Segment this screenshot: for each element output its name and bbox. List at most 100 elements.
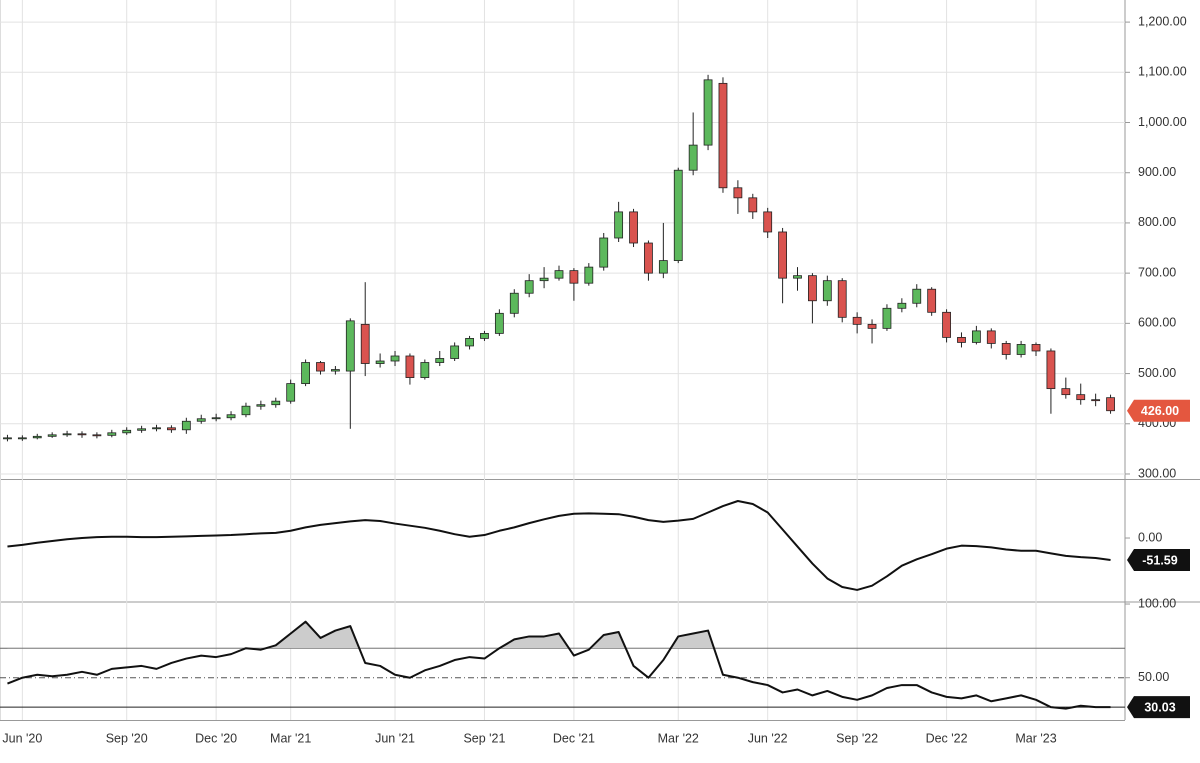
x-tick-label: Sep '21 — [463, 731, 505, 745]
y-tick-label: 700.00 — [1138, 265, 1176, 279]
candle-body — [32, 435, 42, 439]
x-tick-label: Jun '20 — [2, 731, 42, 745]
candle-body — [867, 323, 877, 329]
candle-body — [17, 437, 27, 440]
candle-body — [688, 144, 698, 171]
candle-body — [465, 338, 474, 347]
candle-body — [718, 82, 728, 189]
x-tick-label: Jun '22 — [748, 731, 788, 745]
candle-body — [1061, 388, 1071, 396]
candle-body — [763, 211, 773, 233]
y-tick-label: 1,200.00 — [1138, 14, 1187, 28]
candle-body — [1016, 344, 1026, 355]
last-value-label: -51.59 — [1142, 553, 1177, 567]
candle-body — [92, 434, 102, 437]
candle-body — [330, 369, 340, 372]
candle-body — [316, 362, 325, 372]
candle-body — [703, 79, 713, 146]
candle-body — [539, 277, 549, 282]
candle-body — [107, 432, 117, 436]
y-tick-label: 1,000.00 — [1138, 115, 1187, 129]
indicator-line — [7, 620, 1111, 710]
candle-body — [778, 231, 787, 279]
candle-body — [882, 307, 892, 329]
candle-body — [480, 332, 489, 339]
candle-body — [957, 337, 966, 343]
y-tick-label: 50.00 — [1138, 670, 1169, 684]
candle-body — [509, 292, 519, 314]
candle-body — [286, 383, 296, 402]
candle-body — [554, 270, 564, 279]
candle-body — [584, 266, 594, 284]
x-tick-label: Sep '20 — [106, 731, 148, 745]
candle-body — [375, 360, 385, 364]
candle-body — [748, 197, 758, 213]
last-value-badge — [1127, 399, 1190, 422]
x-tick-label: Dec '22 — [926, 731, 968, 745]
candle-body — [3, 437, 12, 440]
candle-body — [629, 211, 638, 244]
candle-body — [927, 288, 937, 313]
candle-body — [1031, 344, 1041, 352]
candle-body — [211, 417, 221, 420]
y-tick-label: 900.00 — [1138, 165, 1176, 179]
y-tick-label: 1,100.00 — [1138, 65, 1187, 79]
candle-body — [360, 323, 370, 364]
candle-body — [62, 433, 72, 436]
candle-body — [837, 280, 847, 318]
candle-body — [852, 316, 862, 325]
candle-body — [241, 405, 251, 416]
candle-body — [405, 355, 415, 378]
x-tick-label: Jun '21 — [375, 731, 415, 745]
last-value-badge — [1127, 548, 1190, 571]
candle-body — [822, 280, 832, 302]
x-tick-label: Mar '23 — [1015, 731, 1056, 745]
y-tick-label: 0.00 — [1138, 530, 1162, 544]
candle-body — [137, 428, 147, 431]
candle-body — [435, 358, 445, 363]
candle-body — [122, 429, 132, 434]
candle-body — [971, 330, 981, 343]
candle-body — [1091, 399, 1101, 402]
candle-body — [599, 237, 609, 268]
x-tick-label: Mar '22 — [658, 731, 699, 745]
candle-body — [181, 420, 191, 431]
indicator-line — [7, 500, 1111, 591]
candle-body — [1106, 397, 1115, 412]
y-tick-label: 500.00 — [1138, 366, 1176, 380]
y-tick-label: 100.00 — [1138, 596, 1176, 610]
candle-body — [897, 302, 907, 309]
candle-body — [644, 242, 653, 274]
y-tick-label: 800.00 — [1138, 215, 1176, 229]
candle-body — [77, 433, 87, 436]
candle-body — [196, 418, 206, 422]
x-tick-label: Mar '21 — [270, 731, 311, 745]
candle-body — [1001, 343, 1011, 355]
last-value-label: 426.00 — [1141, 404, 1179, 418]
y-tick-label: 300.00 — [1138, 466, 1176, 480]
x-tick-label: Dec '20 — [195, 731, 237, 745]
candle-body — [167, 427, 176, 431]
candle-body — [1076, 394, 1086, 401]
candle-body — [524, 280, 534, 294]
candle-body — [673, 169, 683, 261]
candle-body — [793, 275, 802, 279]
candle-body — [420, 362, 430, 378]
candle-body — [614, 211, 624, 239]
candle-body — [658, 260, 668, 274]
candle-body — [808, 275, 817, 302]
x-tick-label: Dec '21 — [553, 731, 595, 745]
candle-body — [494, 312, 504, 334]
last-value-badge — [1127, 696, 1190, 719]
candle-body — [450, 345, 460, 359]
candle-body — [733, 187, 743, 199]
candle-body — [152, 427, 161, 430]
y-tick-label: 600.00 — [1138, 316, 1176, 330]
x-tick-label: Sep '22 — [836, 731, 878, 745]
candle-body — [1046, 350, 1056, 390]
candle-body — [912, 288, 922, 304]
last-value-label: 30.03 — [1144, 700, 1175, 714]
candle-body — [345, 320, 355, 372]
